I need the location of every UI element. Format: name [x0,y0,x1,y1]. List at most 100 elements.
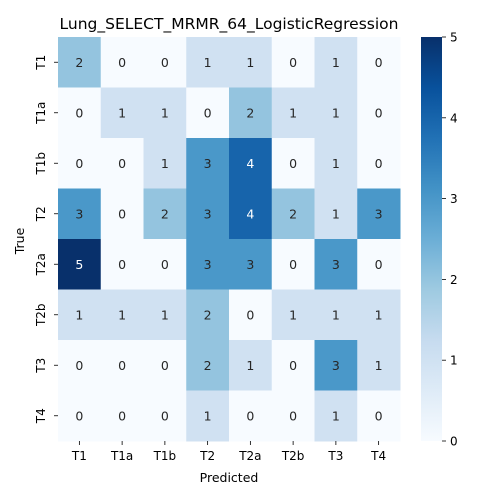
cell-value-label: 1 [289,307,297,322]
heatmap-cell [186,239,230,290]
heatmap-cell [271,87,315,139]
heatmap-cell [100,239,144,290]
heatmap-cell [186,188,230,240]
x-axis-ticks: T1 T1a T1b T2 T2a T2b T3 T4 [71,441,386,463]
y-tick-label: T3 [34,358,48,374]
cell-value-label: 1 [204,55,212,70]
heatmap-cell [143,87,187,139]
cell-value-label: 0 [161,257,169,272]
colorbar-tick-label: 0 [450,435,458,449]
cell-value-label: 0 [118,156,126,171]
heatmap-cell [58,188,102,240]
colorbar-gradient [421,37,442,441]
cell-value-label: 0 [75,408,83,423]
heatmap-cell [229,87,273,139]
cell-value-label: 0 [118,206,126,221]
cell-value-label: 1 [118,307,126,322]
colorbar-tick-label: 3 [450,192,458,206]
heatmap-cell [143,239,187,290]
cell-value-label: 3 [75,206,83,221]
cell-value-label: 1 [289,105,297,120]
cell-value-label: 0 [289,408,297,423]
heatmap-cell [186,340,230,391]
heatmap-cell [271,188,315,240]
heatmap-cell [229,37,273,88]
x-tick-label: T4 [370,449,386,463]
heatmap-cell [314,138,358,189]
cell-value-label: 0 [375,156,383,171]
cell-value-label: 1 [332,55,340,70]
cell-value-label: 1 [246,55,254,70]
heatmap-cell [314,340,358,391]
cell-value-label: 1 [246,358,254,373]
x-tick-label: T1b [153,449,177,463]
cell-value-label: 4 [246,156,254,171]
heatmap-cell [100,289,144,341]
x-tick-label: T3 [327,449,343,463]
colorbar: 0 1 2 3 4 5 [421,31,458,449]
y-tick-label: T2 [34,206,48,222]
x-tick-label: T2 [199,449,215,463]
heatmap-cell [143,188,187,240]
colorbar-tick-label: 1 [450,354,458,368]
cell-value-label: 3 [204,206,212,221]
x-axis-label: Predicted [200,470,259,485]
heatmap-cell [186,390,230,442]
heatmap-cell [229,390,273,442]
heatmap-cell [100,390,144,442]
y-axis-label: True [12,227,27,255]
heatmap-cell [58,289,102,341]
cell-value-label: 1 [204,408,212,423]
heatmap-cell [58,138,102,189]
cell-value-label: 0 [75,358,83,373]
heatmap-cell [314,188,358,240]
cell-value-label: 4 [246,206,254,221]
x-tick-label: T1a [110,449,133,463]
heatmap-cell [229,340,273,391]
y-tick-label: T2a [34,253,48,276]
cell-value-label: 2 [204,307,212,322]
heatmap-cell [186,138,230,189]
heatmap-cell [229,289,273,341]
heatmap-cell [143,340,187,391]
heatmap-cell [143,390,187,442]
y-tick-label: T2b [34,303,48,327]
heatmap-cell [271,37,315,88]
cell-value-label: 0 [118,358,126,373]
cell-value-label: 0 [118,408,126,423]
cell-value-label: 3 [246,257,254,272]
cell-value-label: 1 [332,105,340,120]
heatmap-cell [357,87,401,139]
heatmap-cell [271,239,315,290]
colorbar-tick-label: 5 [450,31,458,45]
colorbar-tick-label: 4 [450,111,458,125]
cell-value-label: 1 [118,105,126,120]
cell-value-label: 0 [246,408,254,423]
cell-value-label: 0 [161,55,169,70]
heatmap-cell [357,239,401,290]
heatmap-cell [229,188,273,240]
cell-value-label: 0 [289,358,297,373]
cell-value-label: 2 [246,105,254,120]
cell-value-label: 0 [246,307,254,322]
y-tick-label: T1 [34,55,48,71]
heatmap-cell [229,239,273,290]
cell-value-label: 1 [375,358,383,373]
heatmap-cell [357,37,401,88]
heatmap-cell [58,87,102,139]
heatmap-cell [143,289,187,341]
heatmap-cell [229,138,273,189]
cell-value-label: 0 [375,408,383,423]
y-tick-label: T1a [34,102,48,125]
cell-value-label: 1 [161,105,169,120]
y-tick-label: T1b [34,152,48,176]
heatmap-cell [143,37,187,88]
cell-value-label: 0 [118,55,126,70]
heatmap-cell [143,138,187,189]
heatmap-cell [58,340,102,391]
heatmap-cell [186,87,230,139]
heatmap-cell [58,239,102,290]
cell-value-label: 3 [375,206,383,221]
heatmap-cell [100,188,144,240]
cell-value-label: 1 [332,408,340,423]
